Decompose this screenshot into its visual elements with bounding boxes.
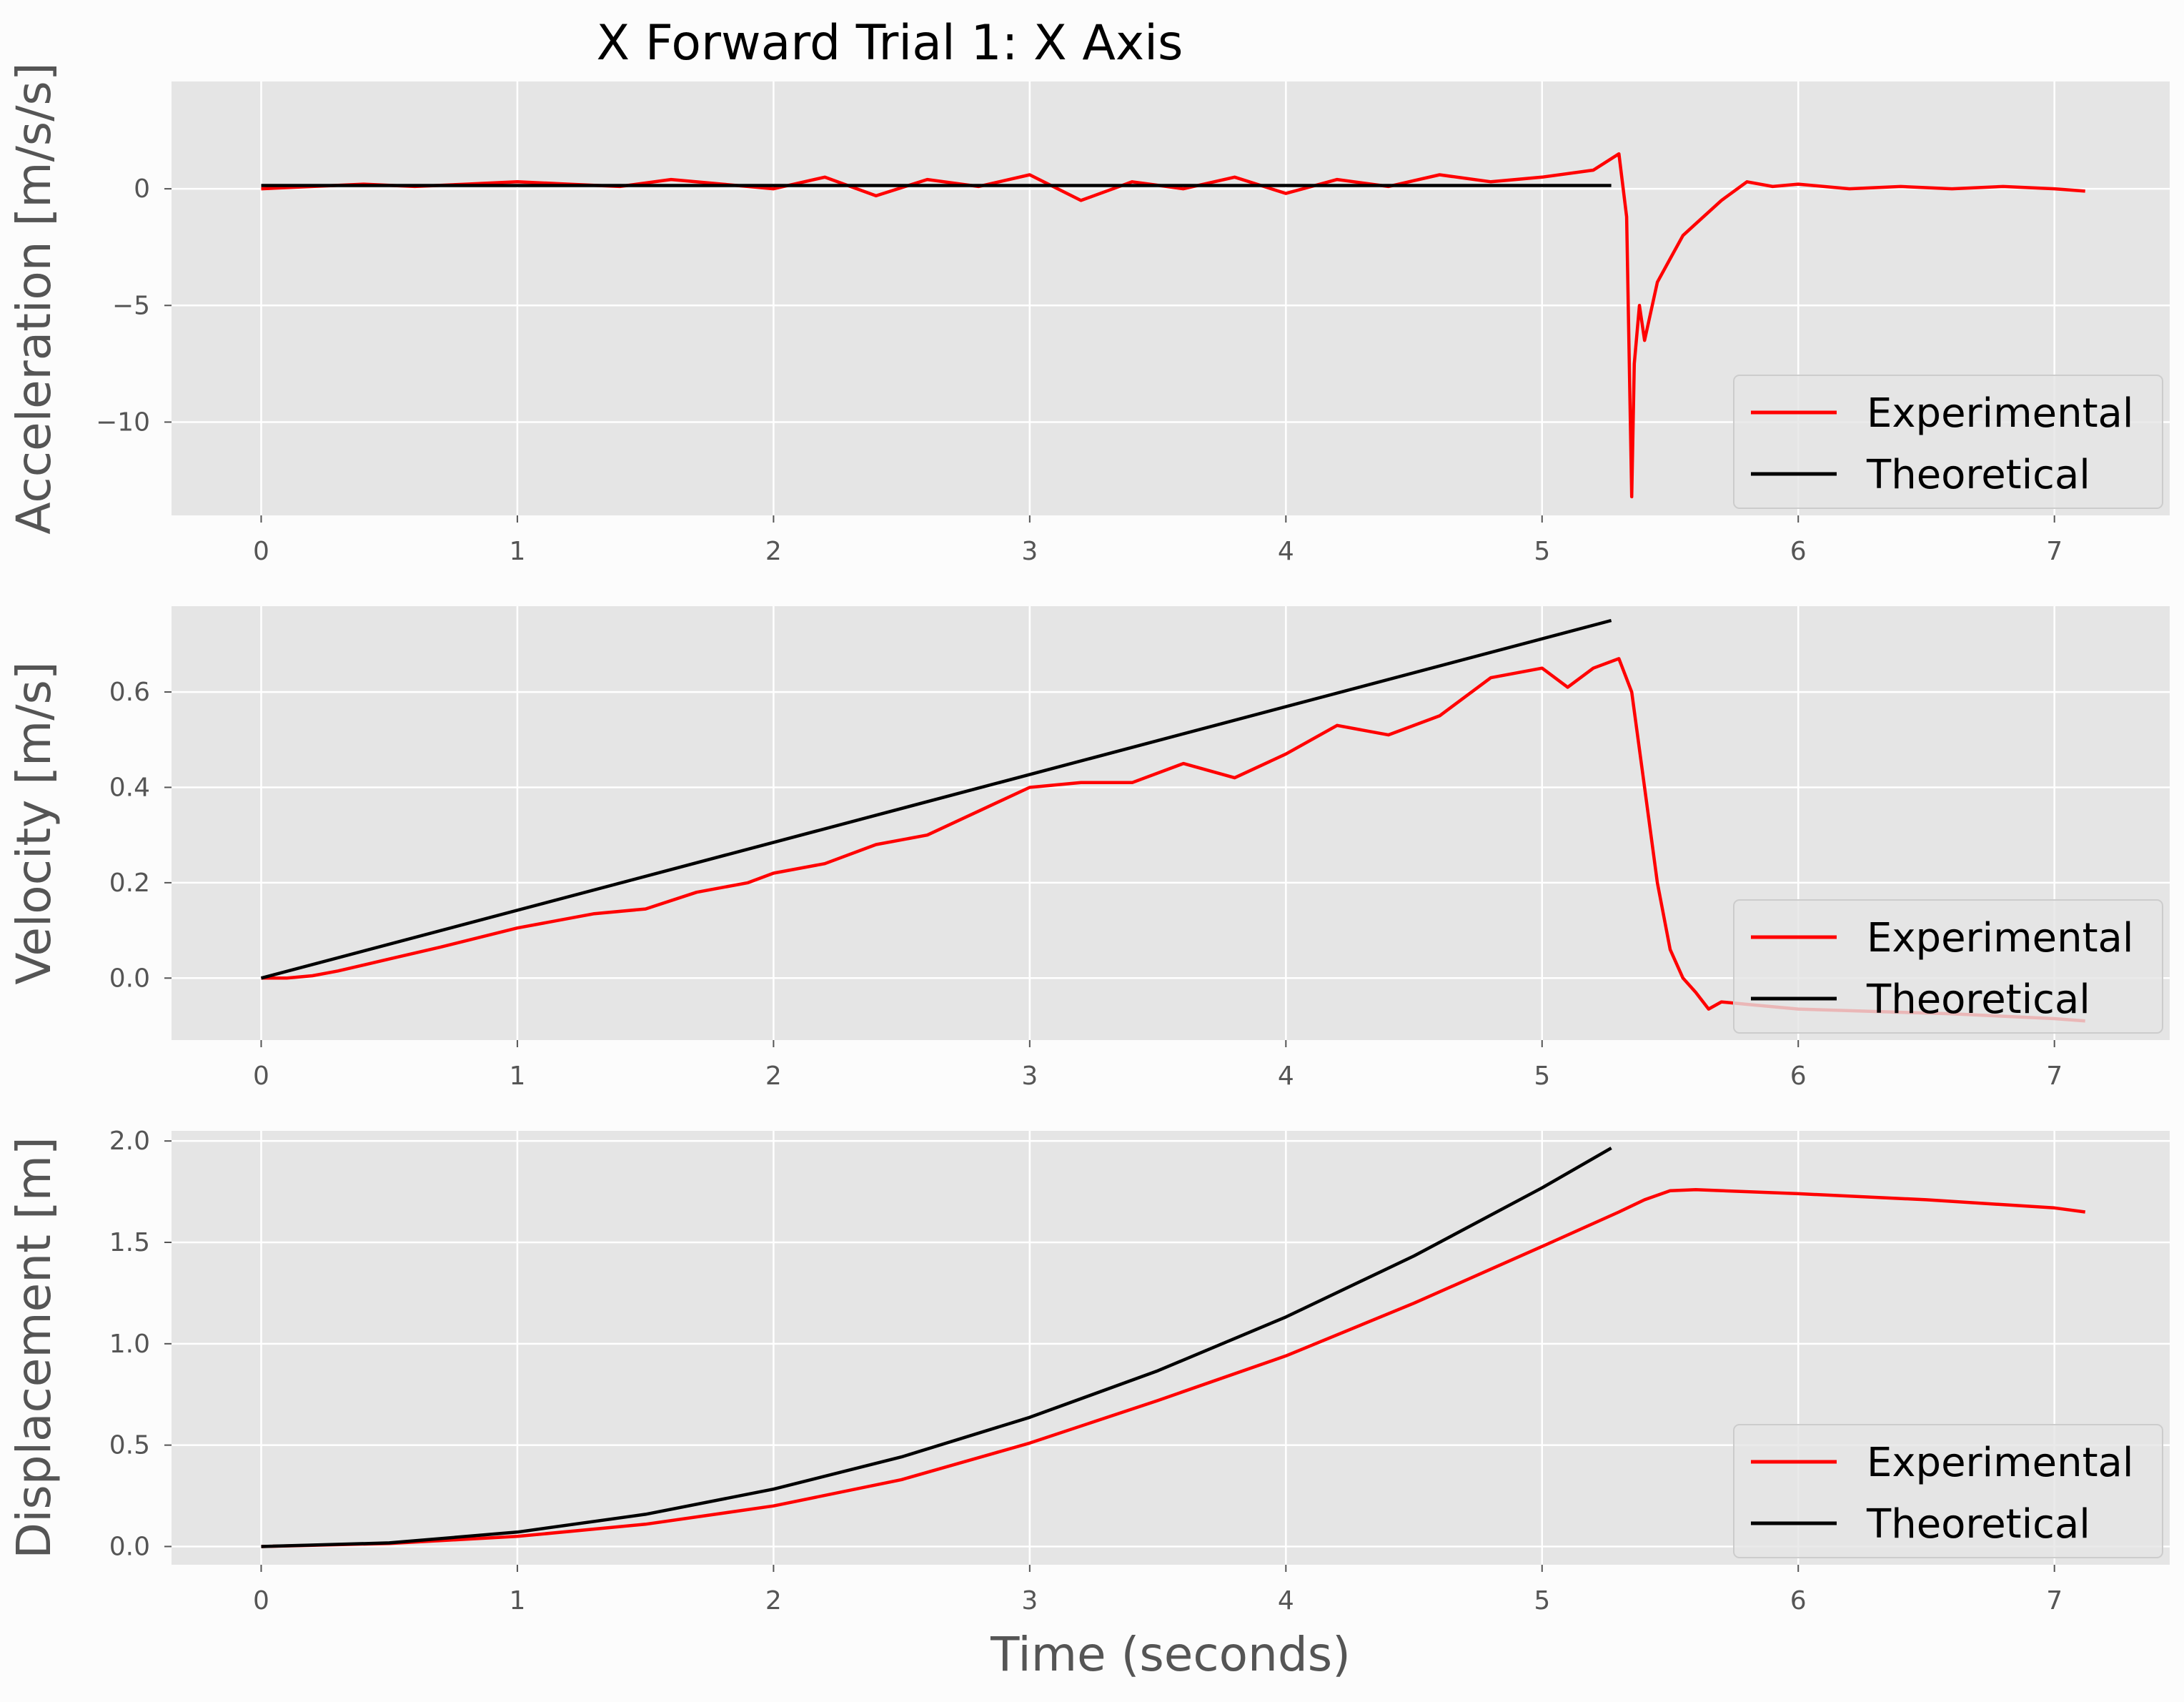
x-tick-label: 4 — [1278, 1586, 1294, 1616]
y-tick-label: −10 — [96, 407, 150, 437]
x-tick-label: 4 — [1278, 1062, 1294, 1091]
x-tick-label: 4 — [1278, 537, 1294, 566]
legend-box — [1733, 375, 2163, 509]
legend-label: Experimental — [1867, 915, 2133, 961]
series-line-theoretical — [260, 618, 1612, 980]
series-group — [261, 1147, 2085, 1548]
subplot-2: 0 1 2 3 4 5 6 7 0.0 0.2 0.4 0.6 Velocity [m/s] Experi… — [6, 606, 2170, 1091]
x-tick-label: 3 — [1021, 1062, 1038, 1091]
legend-label: Experimental — [1867, 1440, 2133, 1486]
x-tick-label: 3 — [1021, 537, 1038, 566]
x-tick-label: 5 — [1534, 1062, 1550, 1091]
y-tick-label: 1.5 — [109, 1228, 150, 1257]
x-tick-label: 2 — [765, 537, 782, 566]
x-tick-label: 1 — [509, 1586, 525, 1616]
x-tick-label: 2 — [765, 1586, 782, 1616]
series-group — [261, 152, 2085, 499]
x-tick-label: 6 — [1790, 1062, 1807, 1091]
series-line-experimental — [261, 657, 2085, 1023]
series-line-theoretical — [261, 1147, 1612, 1548]
x-tick-label: 1 — [509, 537, 525, 566]
x-tick-label: 6 — [1790, 1586, 1807, 1616]
legend-label: Theoretical — [1866, 976, 2090, 1023]
y-tick-label: 0 — [134, 174, 150, 204]
x-axis-label: Time (seconds) — [990, 1627, 1351, 1682]
y-axis-label: Displacement [m] — [6, 1137, 61, 1559]
x-tick-label: 2 — [765, 1062, 782, 1091]
x-tick-label: 1 — [509, 1062, 525, 1091]
x-tick-label: 7 — [2046, 537, 2063, 566]
y-tick-label: 2.0 — [109, 1127, 150, 1156]
x-tick-label: 0 — [253, 1062, 269, 1091]
series-line-experimental — [261, 152, 2085, 499]
subplot-1: 0 1 2 3 4 5 6 7 0 −5 −10 Acceleration [m/s/s] Experi… — [6, 62, 2170, 566]
legend-label: Theoretical — [1866, 1501, 2090, 1548]
y-tick-label: 1.0 — [109, 1330, 150, 1359]
y-tick-label: 0.5 — [109, 1431, 150, 1460]
y-tick-label: 0.0 — [109, 964, 150, 993]
legend: Experimental Theoretical — [1733, 1424, 2163, 1558]
y-tick-label: 0.4 — [109, 773, 150, 802]
chart-title: X Forward Trial 1: X Axis — [597, 15, 1183, 71]
y-axis-label: Acceleration [m/s/s] — [6, 62, 61, 534]
subplot-3: 0 1 2 3 4 5 6 7 0.0 0.5 1.0 1.5 2.0 Displacement [m] T… — [6, 1127, 2170, 1682]
x-tick-label: 5 — [1534, 1586, 1550, 1616]
series-line-experimental — [261, 1188, 2085, 1548]
x-tick-label: 0 — [253, 1586, 269, 1616]
legend: Experimental Theoretical — [1733, 375, 2163, 509]
series-group — [260, 618, 2085, 1023]
legend: Experimental Theoretical — [1733, 899, 2163, 1034]
legend-label: Experimental — [1867, 390, 2133, 437]
legend-box — [1733, 1424, 2163, 1558]
x-tick-label: 3 — [1021, 1586, 1038, 1616]
legend-box — [1733, 899, 2163, 1034]
x-tick-label: 0 — [253, 537, 269, 566]
x-tick-label: 7 — [2046, 1062, 2063, 1091]
legend-label: Theoretical — [1866, 452, 2090, 498]
subplots: 0 1 2 3 4 5 6 7 0 −5 −10 Acceleration [m/s/s] Experi… — [6, 62, 2170, 1682]
y-tick-label: −5 — [112, 291, 150, 320]
y-tick-label: 0.2 — [109, 869, 150, 898]
x-tick-label: 7 — [2046, 1586, 2063, 1616]
x-tick-label: 5 — [1534, 537, 1550, 566]
x-tick-label: 6 — [1790, 537, 1807, 566]
y-axis-label: Velocity [m/s] — [6, 661, 61, 984]
y-tick-label: 0.0 — [109, 1532, 150, 1561]
y-tick-label: 0.6 — [109, 678, 150, 707]
